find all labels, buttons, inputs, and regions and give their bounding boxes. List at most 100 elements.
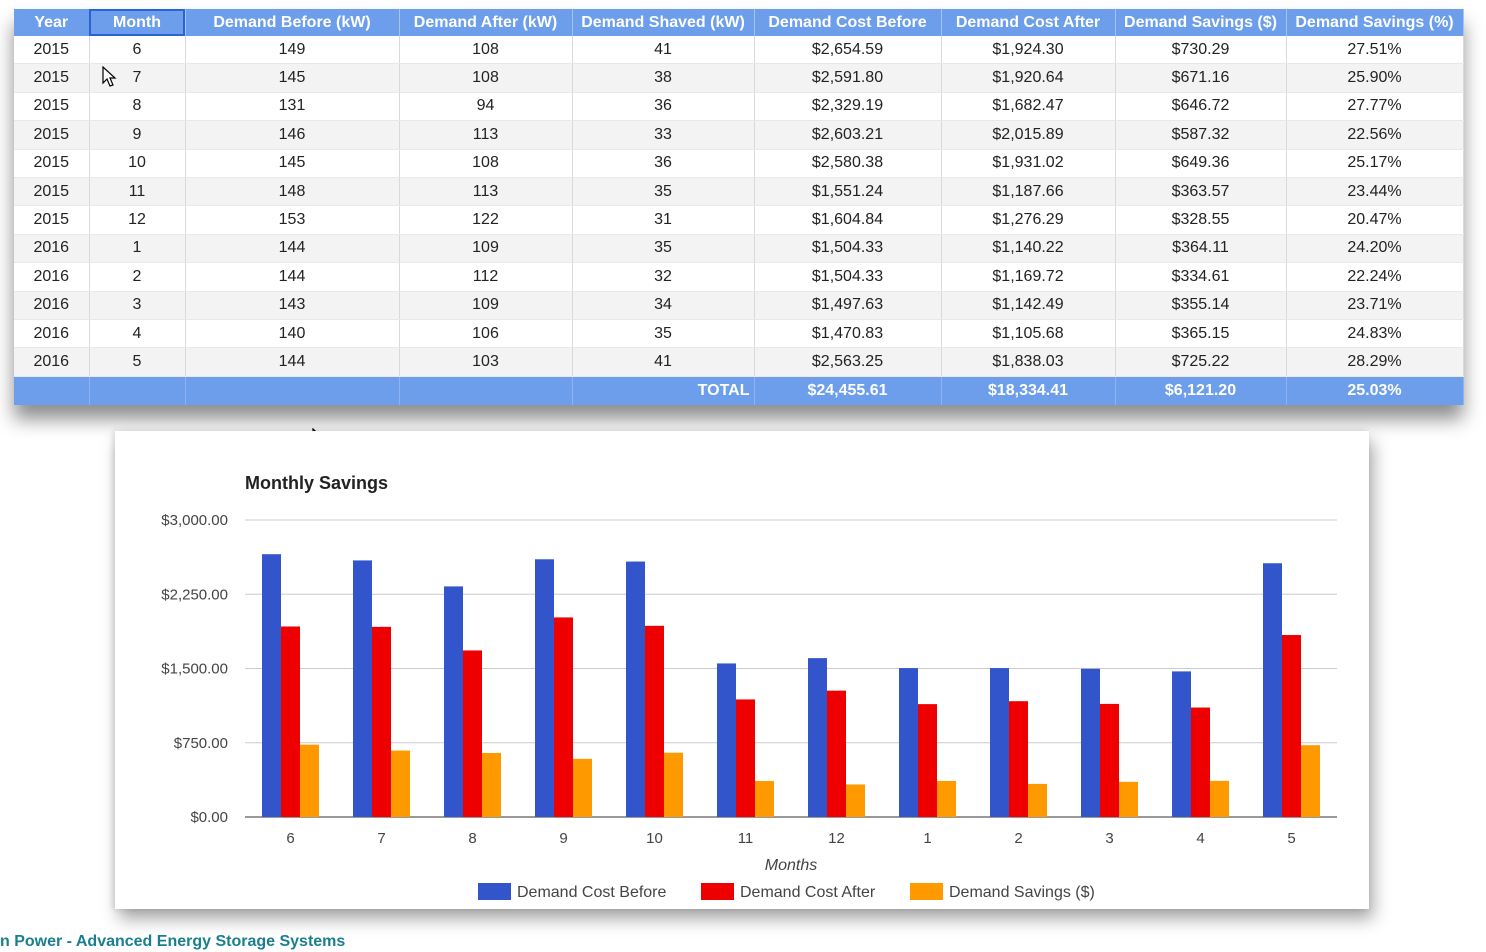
table-cell[interactable]: $1,920.64 [941, 63, 1116, 93]
total-savings[interactable]: $6,121.20 [1115, 376, 1287, 405]
table-cell[interactable]: 113 [399, 177, 573, 207]
table-cell[interactable]: $1,187.66 [941, 177, 1116, 207]
table-cell[interactable]: 3 [89, 291, 186, 320]
table-cell[interactable]: 27.51% [1286, 36, 1464, 65]
table-cell[interactable]: $671.16 [1115, 63, 1287, 93]
table-cell[interactable]: 2016 [14, 319, 90, 349]
table-cell[interactable]: $1,924.30 [941, 36, 1116, 65]
table-cell[interactable]: 2015 [14, 120, 90, 150]
table-cell[interactable]: 25.90% [1286, 63, 1464, 93]
table-cell[interactable]: 144 [185, 262, 400, 292]
table-cell[interactable]: 2015 [14, 149, 90, 178]
table-cell[interactable]: 31 [572, 205, 755, 235]
table-cell[interactable]: $2,580.38 [754, 149, 942, 178]
table-cell[interactable]: 112 [399, 262, 573, 292]
table-cell[interactable]: $2,015.89 [941, 120, 1116, 150]
table-cell[interactable]: 2015 [14, 92, 90, 122]
table-cell[interactable]: $2,654.59 [754, 36, 942, 65]
table-cell[interactable]: 153 [185, 205, 400, 235]
table-cell[interactable]: 27.77% [1286, 92, 1464, 122]
column-header[interactable]: Month [89, 9, 186, 36]
table-cell[interactable]: 23.71% [1286, 291, 1464, 320]
table-cell[interactable]: 94 [399, 92, 573, 122]
table-cell[interactable]: 20.47% [1286, 205, 1464, 235]
table-cell[interactable]: $2,603.21 [754, 120, 942, 150]
table-cell[interactable]: $1,105.68 [941, 319, 1116, 349]
table-cell[interactable]: 24.20% [1286, 234, 1464, 264]
table-cell[interactable]: $1,551.24 [754, 177, 942, 207]
table-cell[interactable]: 122 [399, 205, 573, 235]
table-cell[interactable]: 38 [572, 63, 755, 93]
table-cell[interactable]: 2 [89, 262, 186, 292]
table-cell[interactable]: $1,504.33 [754, 262, 942, 292]
table-cell[interactable]: 8 [89, 92, 186, 122]
table-cell[interactable]: 108 [399, 63, 573, 93]
table-cell[interactable]: 35 [572, 234, 755, 264]
table-cell[interactable]: $730.29 [1115, 36, 1287, 65]
column-header[interactable]: Demand After (kW) [399, 9, 573, 36]
table-cell[interactable]: $1,931.02 [941, 149, 1116, 178]
table-cell[interactable]: 2015 [14, 177, 90, 207]
total-cell-blank[interactable] [185, 376, 400, 405]
table-cell[interactable]: $363.57 [1115, 177, 1287, 207]
table-cell[interactable]: $2,591.80 [754, 63, 942, 93]
table-cell[interactable]: 2016 [14, 234, 90, 264]
column-header[interactable]: Demand Savings ($) [1115, 9, 1287, 36]
table-cell[interactable]: 22.56% [1286, 120, 1464, 150]
table-cell[interactable]: 22.24% [1286, 262, 1464, 292]
column-header[interactable]: Demand Before (kW) [185, 9, 400, 36]
table-cell[interactable]: 113 [399, 120, 573, 150]
table-cell[interactable]: 149 [185, 36, 400, 65]
total-cost-after[interactable]: $18,334.41 [941, 376, 1116, 405]
total-cell-blank[interactable] [399, 376, 573, 405]
table-cell[interactable]: 36 [572, 92, 755, 122]
table-cell[interactable]: $1,682.47 [941, 92, 1116, 122]
table-cell[interactable]: 34 [572, 291, 755, 320]
table-cell[interactable]: $1,838.03 [941, 347, 1116, 377]
column-header[interactable]: Demand Cost After [941, 9, 1116, 36]
table-cell[interactable]: 103 [399, 347, 573, 377]
table-cell[interactable]: 11 [89, 177, 186, 207]
table-cell[interactable]: $355.14 [1115, 291, 1287, 320]
table-cell[interactable]: $1,142.49 [941, 291, 1116, 320]
table-cell[interactable]: 36 [572, 149, 755, 178]
table-cell[interactable]: 2016 [14, 347, 90, 377]
column-header[interactable]: Year [14, 9, 90, 36]
table-cell[interactable]: $649.36 [1115, 149, 1287, 178]
table-cell[interactable]: $334.61 [1115, 262, 1287, 292]
table-cell[interactable]: 2015 [14, 205, 90, 235]
table-cell[interactable]: $1,140.22 [941, 234, 1116, 264]
table-cell[interactable]: $365.15 [1115, 319, 1287, 349]
table-cell[interactable]: $2,563.25 [754, 347, 942, 377]
table-cell[interactable]: 24.83% [1286, 319, 1464, 349]
column-header[interactable]: Demand Shaved (kW) [572, 9, 755, 36]
table-cell[interactable]: 109 [399, 234, 573, 264]
table-cell[interactable]: 2016 [14, 262, 90, 292]
table-cell[interactable]: 10 [89, 149, 186, 178]
table-cell[interactable]: $646.72 [1115, 92, 1287, 122]
table-cell[interactable]: 23.44% [1286, 177, 1464, 207]
table-cell[interactable]: 106 [399, 319, 573, 349]
table-cell[interactable]: 9 [89, 120, 186, 150]
table-cell[interactable]: $587.32 [1115, 120, 1287, 150]
total-savings-pct[interactable]: 25.03% [1286, 376, 1464, 405]
total-cost-before[interactable]: $24,455.61 [754, 376, 942, 405]
table-cell[interactable]: 4 [89, 319, 186, 349]
table-cell[interactable]: 6 [89, 36, 186, 65]
table-cell[interactable]: $1,169.72 [941, 262, 1116, 292]
table-cell[interactable]: $1,470.83 [754, 319, 942, 349]
table-cell[interactable]: 144 [185, 234, 400, 264]
table-cell[interactable]: 33 [572, 120, 755, 150]
table-cell[interactable]: $2,329.19 [754, 92, 942, 122]
table-cell[interactable]: 109 [399, 291, 573, 320]
table-cell[interactable]: 28.29% [1286, 347, 1464, 377]
column-header[interactable]: Demand Cost Before [754, 9, 942, 36]
table-cell[interactable]: 145 [185, 63, 400, 93]
table-cell[interactable]: 145 [185, 149, 400, 178]
table-cell[interactable]: 35 [572, 319, 755, 349]
table-cell[interactable]: 146 [185, 120, 400, 150]
table-cell[interactable]: 5 [89, 347, 186, 377]
table-cell[interactable]: 140 [185, 319, 400, 349]
table-cell[interactable]: 12 [89, 205, 186, 235]
table-cell[interactable]: $328.55 [1115, 205, 1287, 235]
